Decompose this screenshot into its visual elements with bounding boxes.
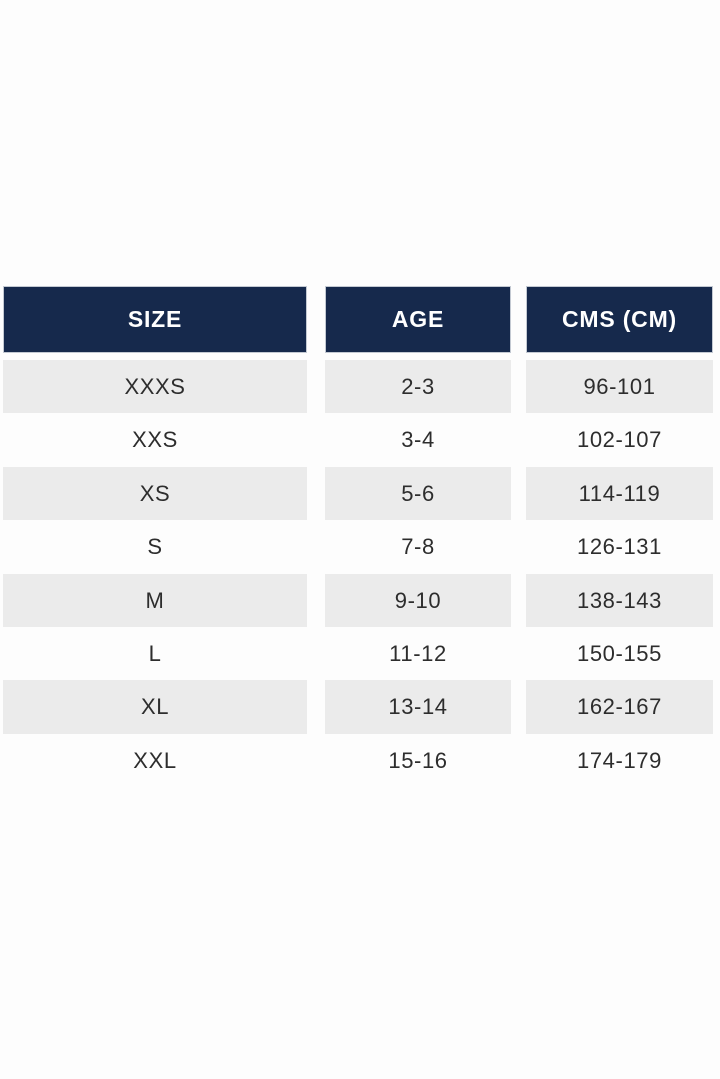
table-cell-cms: 126-131 (577, 534, 662, 560)
table-cell-size: XXL (133, 747, 177, 773)
column-header-size: SIZE (3, 286, 307, 353)
table-cell-age: 3-4 (401, 427, 435, 453)
size-chart-table: SIZE XXXS XXS XS S M L XL XXL AGE 2-3 3-… (3, 286, 713, 787)
table-cell-cms: 150-155 (577, 640, 662, 666)
table-cell-age: 5-6 (325, 466, 511, 521)
table-cell-age: 13-14 (325, 680, 511, 734)
age-column: AGE 2-3 3-4 5-6 7-8 9-10 11-12 13-14 15-… (325, 286, 511, 787)
table-cell-age: 15-16 (388, 747, 448, 773)
table-cell-size: XXS (132, 427, 178, 453)
table-cell-age: 9-10 (325, 573, 511, 627)
cms-column: CMS (CM) 96-101 102-107 114-119 126-131 … (526, 286, 713, 787)
table-cell-age: 7-8 (401, 534, 435, 560)
table-cell-size: XXXS (3, 360, 307, 414)
table-cell-size: XS (3, 466, 307, 521)
table-cell-cms: 162-167 (526, 680, 713, 734)
table-cell-age: 11-12 (389, 640, 447, 666)
table-cell-size: L (148, 640, 162, 666)
table-cell-cms: 114-119 (526, 466, 713, 521)
column-header-cms: CMS (CM) (526, 286, 713, 353)
table-cell-size: S (147, 534, 163, 560)
table-cell-size: XL (3, 680, 307, 734)
table-cell-cms: 174-179 (577, 747, 662, 773)
column-header-age: AGE (325, 286, 511, 353)
table-cell-age: 2-3 (325, 360, 511, 414)
size-column: SIZE XXXS XXS XS S M L XL XXL (3, 286, 307, 787)
table-cell-cms: 138-143 (526, 573, 713, 627)
table-cell-cms: 96-101 (526, 360, 713, 414)
table-cell-cms: 102-107 (577, 427, 662, 453)
table-cell-size: M (3, 573, 307, 627)
